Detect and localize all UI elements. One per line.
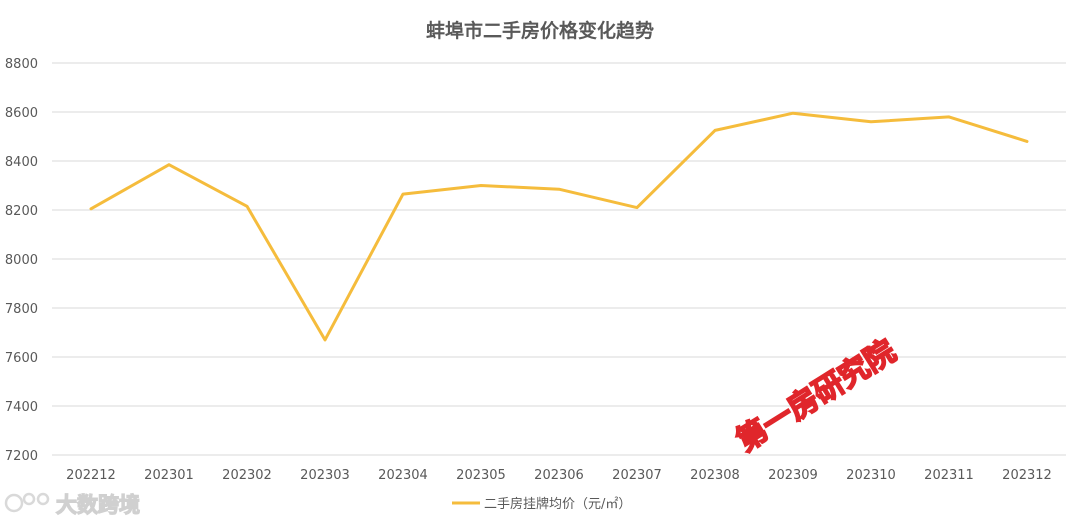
x-axis: 202212 202301 202302 202303 202304 202305 2023… <box>66 468 1052 483</box>
x-tick-label: 202310 <box>846 468 896 483</box>
chart-title: 蚌埠市二手房价格变化趋势 <box>426 19 654 42</box>
x-tick-label: 202306 <box>534 468 584 483</box>
gridlines <box>52 62 1066 456</box>
series-line <box>89 111 1029 342</box>
x-tick-label: 202212 <box>66 468 116 483</box>
x-tick-label: 202303 <box>300 468 350 483</box>
y-tick-label: 8200 <box>5 204 38 219</box>
series-layer <box>89 111 1029 342</box>
y-tick-label: 7800 <box>5 302 38 317</box>
y-tick-label: 7200 <box>5 449 38 464</box>
legend-entry: 二手房挂牌均价（元/㎡） <box>484 496 631 512</box>
brand-logo: 大数跨境 <box>4 492 141 518</box>
x-tick-label: 202308 <box>690 468 740 483</box>
y-tick-label: 7400 <box>5 400 38 415</box>
x-tick-label: 202309 <box>768 468 818 483</box>
x-tick-label: 202312 <box>1002 468 1052 483</box>
legend: 二手房挂牌均价（元/㎡） <box>452 496 631 512</box>
y-tick-label: 8600 <box>5 106 38 121</box>
x-tick-label: 202304 <box>378 468 428 483</box>
brand-logo-text: 大数跨境 <box>56 493 140 517</box>
y-axis: 7200 7400 7600 7800 8000 8200 8400 8600 8800 <box>5 57 38 464</box>
y-tick-label: 8400 <box>5 155 38 170</box>
y-tick-label: 8000 <box>5 253 38 268</box>
watermark-stamp: 第一房研究院 <box>731 334 902 459</box>
x-tick-label: 202301 <box>144 468 194 483</box>
x-tick-label: 202311 <box>924 468 974 483</box>
x-tick-label: 202307 <box>612 468 662 483</box>
x-tick-label: 202305 <box>456 468 506 483</box>
y-tick-label: 8800 <box>5 57 38 72</box>
x-tick-label: 202302 <box>222 468 272 483</box>
y-tick-label: 7600 <box>5 351 38 366</box>
